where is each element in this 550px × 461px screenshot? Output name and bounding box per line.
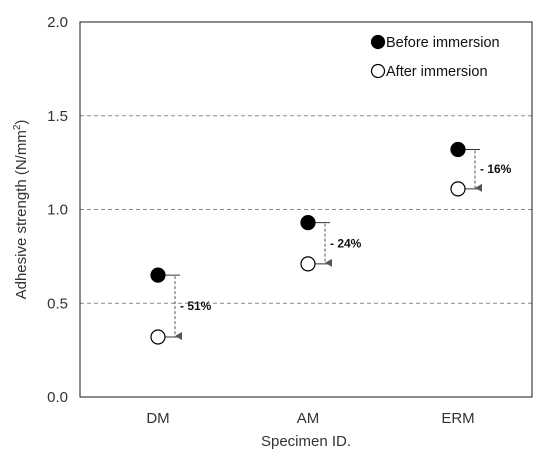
data-points — [150, 141, 466, 345]
x-axis-label: Specimen ID. — [261, 433, 351, 450]
before-immersion-point — [450, 141, 466, 158]
y-tick-label: 0.5 — [47, 295, 68, 312]
y-tick-label: 0.0 — [47, 389, 68, 406]
change-annotations: - 51% - 24% - 16% — [158, 149, 512, 340]
legend-label: Before immersion — [386, 35, 500, 51]
legend-label: After immersion — [386, 64, 488, 80]
x-tick-label: AM — [297, 410, 320, 427]
before-immersion-point — [300, 215, 316, 231]
before-immersion-point — [150, 267, 166, 283]
legend-box — [364, 28, 526, 84]
after-immersion-point — [300, 256, 316, 272]
y-axis-label: Adhesive strength (N/mm2) — [12, 120, 30, 300]
axis-ticks: 0.0 0.5 1.0 1.5 2.0 DM AM ERM — [47, 14, 475, 427]
legend: Before immersion After immersion — [364, 28, 526, 84]
plot-frame — [79, 21, 533, 398]
y-tick-label: 1.5 — [47, 108, 68, 125]
change-annotation: - 24% — [330, 236, 362, 250]
after-immersion-point — [450, 181, 466, 197]
y-tick-label: 2.0 — [47, 14, 68, 31]
change-annotation: - 16% — [480, 162, 512, 176]
legend-marker-before — [370, 34, 386, 50]
after-immersion-point — [150, 329, 166, 345]
change-annotation: - 51% — [180, 299, 212, 313]
x-tick-label: DM — [146, 410, 169, 427]
gridlines — [80, 115, 532, 304]
x-tick-label: ERM — [441, 410, 474, 427]
legend-marker-after — [370, 63, 386, 79]
y-tick-label: 1.0 — [47, 202, 68, 219]
